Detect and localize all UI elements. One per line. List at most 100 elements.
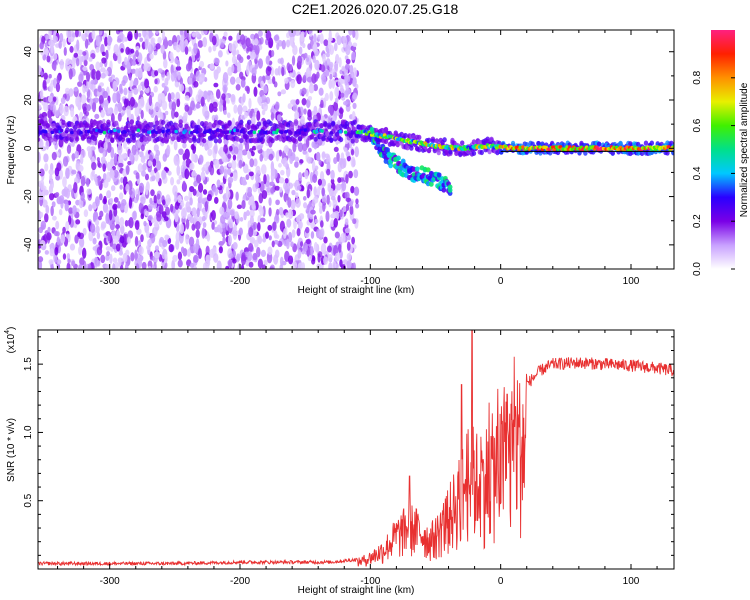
heatmap-cell xyxy=(155,30,159,35)
heatmap-cell xyxy=(318,229,323,241)
heatmap-cell xyxy=(59,103,64,115)
heatmap-cell xyxy=(311,199,316,207)
heatmap-cell xyxy=(257,222,261,232)
heatmap-cell xyxy=(312,174,318,183)
heatmap-cell xyxy=(49,137,54,143)
heatmap-cell xyxy=(109,129,113,134)
heatmap-cell xyxy=(346,260,352,269)
heatmap-cell xyxy=(82,84,86,94)
heatmap-cell xyxy=(288,72,293,77)
heatmap-cell xyxy=(295,198,301,208)
heatmap-cell xyxy=(289,121,295,127)
heatmap-cell xyxy=(56,162,62,172)
heatmap-cell xyxy=(227,120,232,127)
heatmap-cell xyxy=(320,129,324,133)
heatmap-cell xyxy=(320,64,326,73)
heatmap-cell xyxy=(256,145,263,150)
heatmap-cell xyxy=(302,74,307,82)
heatmap-cell xyxy=(251,116,256,124)
heatmap-cell xyxy=(178,174,183,181)
heatmap-cell xyxy=(471,150,477,156)
heatmap-cell xyxy=(314,165,319,171)
heatmap-cell xyxy=(245,37,251,48)
heatmap-cell xyxy=(217,138,223,144)
heatmap-cell xyxy=(202,189,208,195)
heatmap-cell xyxy=(150,169,155,177)
heatmap-cell xyxy=(313,241,318,252)
heatmap-cell xyxy=(303,128,307,132)
heatmap-cell xyxy=(340,79,346,84)
heatmap-cell xyxy=(214,159,220,169)
heatmap-cell xyxy=(289,36,294,47)
heatmap-cell xyxy=(83,209,89,218)
heatmap-cell xyxy=(81,33,86,40)
heatmap-cell xyxy=(175,66,182,71)
heatmap-cell xyxy=(347,234,351,241)
heatmap-cell xyxy=(113,120,119,126)
heatmap-cell xyxy=(301,97,307,106)
heatmap-cell xyxy=(204,110,210,121)
heatmap-cell xyxy=(38,256,44,263)
heatmap-cell xyxy=(178,83,185,92)
heatmap-cell xyxy=(188,236,195,247)
heatmap-cell xyxy=(144,38,149,51)
heatmap-cell xyxy=(228,258,233,268)
heatmap-cell xyxy=(231,64,235,73)
heatmap-cell xyxy=(307,95,313,101)
heatmap-cell xyxy=(223,144,229,154)
heatmap-cell xyxy=(151,174,156,182)
heatmap-cell xyxy=(447,187,453,193)
heatmap-cell xyxy=(104,36,108,47)
colorbar-tick-label: 0.6 xyxy=(692,118,703,132)
heatmap-cell xyxy=(202,207,206,216)
heatmap-cell xyxy=(352,30,356,39)
heatmap-cell xyxy=(128,216,134,229)
heatmap-cell xyxy=(279,256,284,267)
heatmap-cell xyxy=(52,215,57,221)
heatmap-cell xyxy=(460,140,465,146)
heatmap-cell xyxy=(244,141,250,152)
heatmap-cell xyxy=(232,154,237,161)
heatmap-cell xyxy=(197,40,204,48)
heatmap-cell xyxy=(246,124,252,130)
heatmap-cell xyxy=(289,155,294,165)
heatmap-cell xyxy=(82,227,87,236)
heatmap-cell xyxy=(342,42,347,48)
heatmap-cell xyxy=(302,242,308,252)
heatmap-cell xyxy=(88,204,93,212)
heatmap-cell xyxy=(310,231,315,239)
heatmap-cell xyxy=(255,181,259,189)
heatmap-cell xyxy=(294,130,298,135)
heatmap-cell xyxy=(170,92,175,100)
heatmap-cell xyxy=(142,162,147,171)
heatmap-cell xyxy=(66,253,71,260)
heatmap-cell xyxy=(116,38,122,43)
heatmap-cell xyxy=(275,101,279,112)
heatmap-cell xyxy=(213,143,218,154)
heatmap-cell xyxy=(132,210,137,221)
heatmap-cell xyxy=(174,122,179,129)
heatmap-cell xyxy=(340,84,344,94)
heatmap-cell xyxy=(106,190,112,199)
heatmap-cell xyxy=(166,128,171,133)
heatmap-cell xyxy=(344,63,351,71)
heatmap-cell xyxy=(292,44,298,56)
heatmap-cell xyxy=(271,240,275,248)
heatmap-cell xyxy=(87,263,92,269)
heatmap-cell xyxy=(275,199,280,206)
heatmap-cell xyxy=(188,76,193,85)
heatmap-cell xyxy=(340,92,345,98)
heatmap-cell xyxy=(350,138,355,144)
heatmap-cell xyxy=(314,59,320,71)
snr-multiplier-exponent: 4 xyxy=(4,330,11,334)
heatmap-cell xyxy=(42,79,47,90)
heatmap-cell xyxy=(354,137,359,144)
heatmap-cell xyxy=(130,48,135,54)
heatmap-cell xyxy=(183,115,187,124)
heatmap-cell xyxy=(265,66,272,76)
heatmap-cell xyxy=(95,225,100,234)
heatmap-cell xyxy=(596,141,602,147)
heatmap-cell xyxy=(185,201,191,212)
heatmap-cell xyxy=(290,99,296,105)
heatmap-cell xyxy=(257,96,263,104)
